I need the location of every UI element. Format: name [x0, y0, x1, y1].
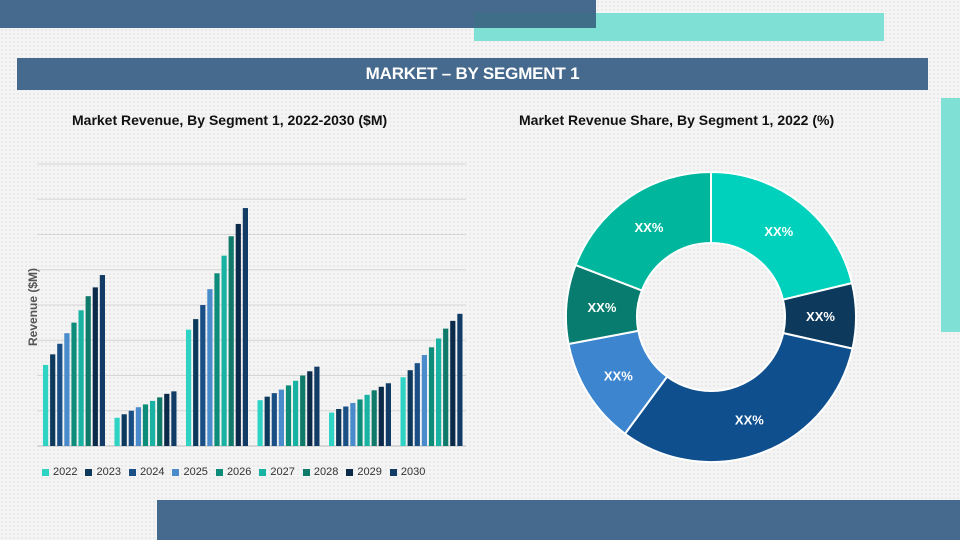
legend-label: 2027 — [270, 466, 295, 478]
legend-swatch — [302, 468, 310, 476]
donut-slice — [623, 331, 854, 463]
bar-2028 — [371, 390, 377, 446]
bar-chart — [37, 163, 466, 447]
bar-2025 — [421, 355, 427, 446]
bar-2026 — [71, 322, 77, 446]
bar-2029 — [378, 386, 384, 446]
bar-2026 — [357, 399, 363, 446]
donut-slice-label: XX% — [806, 309, 835, 324]
bar-2027 — [78, 310, 84, 446]
bar-2030 — [242, 208, 248, 446]
legend-swatch — [346, 468, 354, 476]
bar-2029 — [164, 393, 170, 446]
bar-2022 — [257, 400, 263, 446]
bar-2025 — [135, 407, 141, 446]
bar-2028 — [228, 236, 234, 446]
bar-2024 — [128, 410, 134, 446]
bar-2029 — [235, 223, 241, 446]
donut-slice-label: XX% — [764, 224, 793, 239]
legend-swatch — [42, 468, 49, 476]
bar-2022 — [329, 412, 335, 446]
decor-band-top-overlap — [474, 13, 596, 28]
legend-label: 2024 — [139, 466, 165, 478]
bar-2028 — [300, 375, 306, 446]
bar-2023 — [336, 408, 342, 446]
legend-label: 2026 — [226, 466, 252, 478]
bar-2022 — [114, 417, 120, 446]
bar-2022 — [43, 364, 49, 446]
bar-chart-legend: 2022 2023 2024 2025 2026 2027 2028 2029 2030 — [42, 466, 433, 478]
donut-slice-label: XX% — [735, 413, 764, 428]
legend-item-2025: 2025 — [172, 466, 208, 478]
bar-2028 — [85, 296, 91, 446]
legend-label: 2023 — [96, 466, 121, 478]
bar-2027 — [293, 380, 299, 446]
bar-2025 — [278, 389, 284, 446]
legend-swatch — [259, 468, 267, 476]
bar-2027 — [150, 400, 156, 446]
bar-2030 — [314, 366, 320, 446]
bar-2030 — [99, 275, 105, 446]
bar-2023 — [407, 370, 413, 446]
bar-2026 — [142, 404, 149, 446]
bar-2028 — [443, 328, 449, 446]
legend-swatch — [389, 468, 397, 476]
donut-slice-label: XX% — [587, 300, 616, 315]
bar-2023 — [193, 319, 199, 446]
bar-2024 — [414, 363, 420, 446]
legend-label: 2025 — [183, 466, 208, 478]
donut-slice — [574, 170, 712, 292]
legend-swatch — [172, 468, 180, 476]
donut-slice-label: XX% — [635, 220, 664, 235]
donut-slice — [710, 170, 854, 301]
bar-2030 — [457, 313, 463, 446]
legend-item-2027: 2027 — [259, 466, 295, 478]
legend-swatch — [128, 468, 136, 476]
bar-2023 — [50, 354, 56, 446]
bar-2026 — [285, 385, 292, 446]
bar-2022 — [186, 329, 192, 446]
legend-item-2028: 2028 — [302, 466, 339, 478]
bar-2024 — [200, 305, 206, 446]
bar-2027 — [364, 394, 370, 446]
legend-item-2026: 2026 — [215, 466, 252, 478]
legend-item-2024: 2024 — [128, 466, 165, 478]
legend-swatch — [85, 468, 93, 476]
page-title: MARKET – BY SEGMENT 1 — [17, 58, 928, 90]
pie-chart-title: Market Revenue Share, By Segment 1, 2022… — [519, 112, 835, 128]
donut-chart: XX% XX% XX% XX% XX% XX% — [565, 170, 857, 463]
bar-2024 — [343, 406, 349, 446]
bar-2024 — [57, 343, 63, 446]
bar-2029 — [450, 320, 456, 446]
bar-2022 — [400, 377, 406, 446]
bar-2023 — [121, 414, 127, 446]
bar-2027 — [221, 255, 227, 446]
bar-2027 — [436, 338, 442, 446]
bar-2029 — [307, 371, 313, 446]
bar-2030 — [385, 383, 391, 446]
legend-item-2029: 2029 — [346, 466, 382, 478]
decor-band-bottom-dark — [157, 500, 960, 540]
bar-2029 — [92, 287, 98, 446]
bar-2026 — [214, 273, 220, 446]
bar-2024 — [271, 393, 277, 446]
donut-slice-label: XX% — [604, 368, 633, 383]
legend-label: 2028 — [313, 466, 339, 478]
bar-2025 — [350, 402, 356, 446]
legend-swatch — [215, 468, 223, 476]
bar-2023 — [264, 396, 270, 446]
bar-2028 — [157, 397, 163, 446]
decor-band-right-teal — [941, 98, 960, 332]
bar-2026 — [428, 347, 435, 446]
legend-item-2022: 2022 — [42, 466, 77, 478]
legend-label: 2022 — [53, 466, 78, 478]
legend-item-2023: 2023 — [85, 466, 121, 478]
bar-2025 — [207, 289, 213, 446]
legend-item-2030: 2030 — [389, 466, 426, 478]
bar-2030 — [171, 391, 177, 446]
bar-2025 — [64, 333, 70, 446]
bar-chart-title: Market Revenue, By Segment 1, 2022-2030 … — [72, 112, 388, 128]
legend-label: 2029 — [357, 466, 382, 478]
legend-label: 2030 — [400, 466, 426, 478]
